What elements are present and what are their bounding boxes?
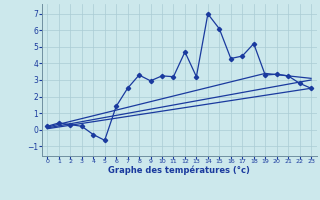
X-axis label: Graphe des températures (°c): Graphe des températures (°c) [108,166,250,175]
